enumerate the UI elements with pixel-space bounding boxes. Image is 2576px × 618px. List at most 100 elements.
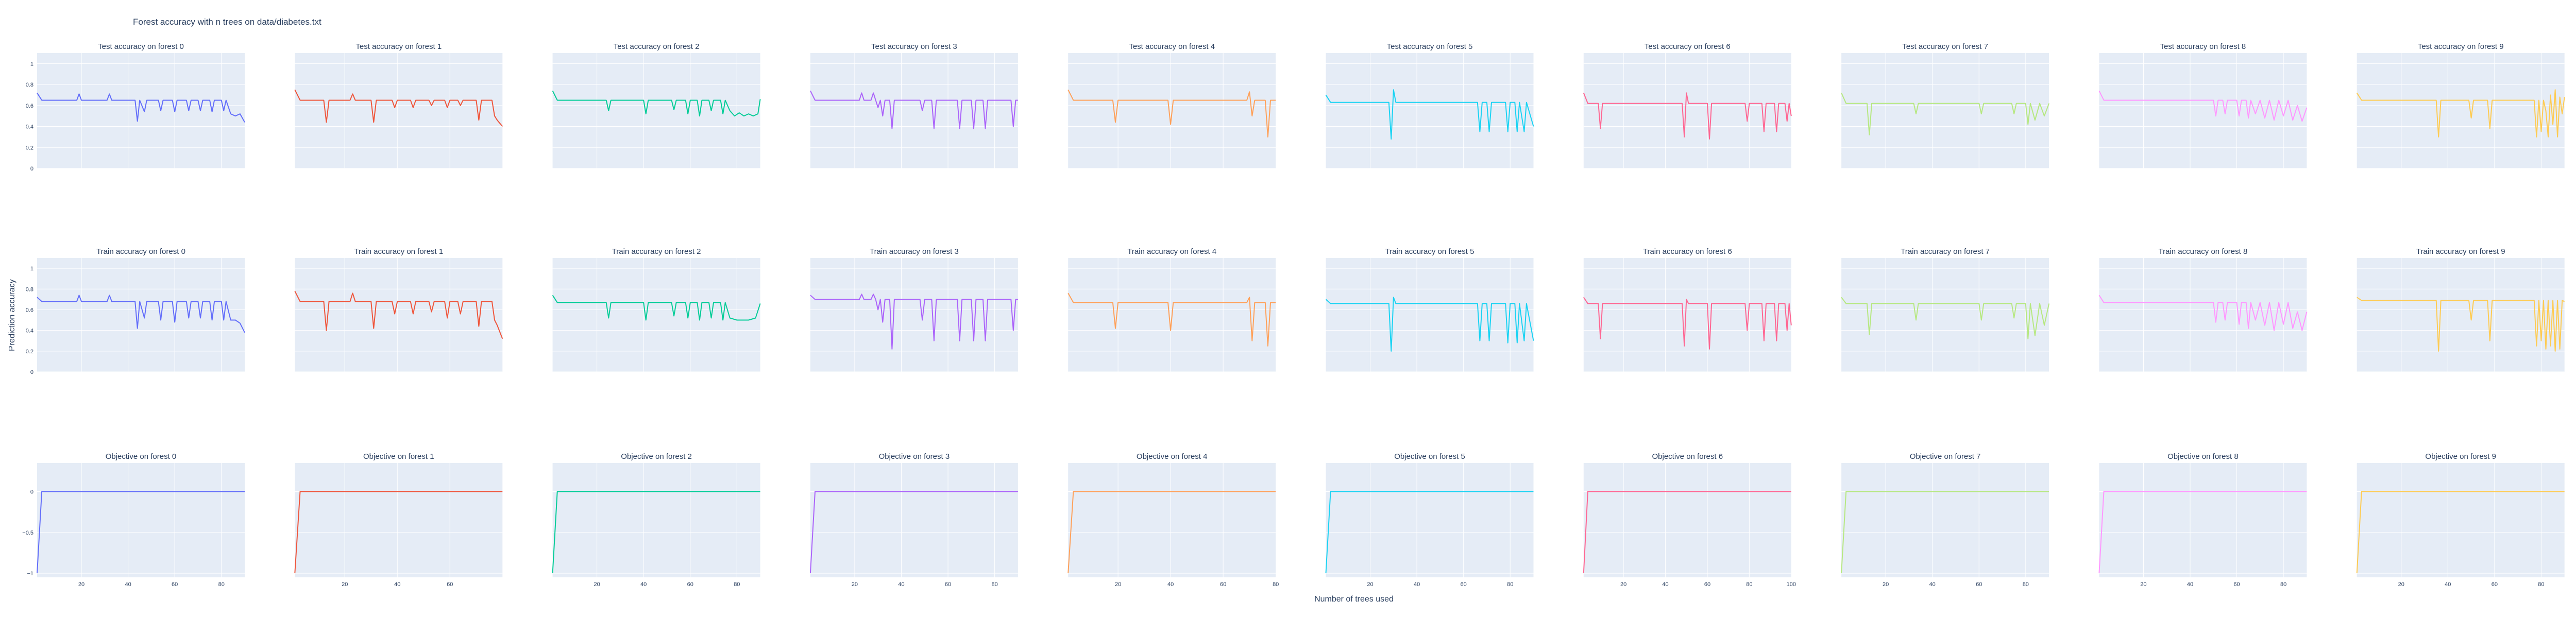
x-tick-label: 60 <box>945 581 951 588</box>
series-line-objective-forest-9 <box>2356 491 2565 574</box>
plot-area <box>810 463 1018 577</box>
subplot-title: Train accuracy on forest 1 <box>354 247 443 256</box>
series-line-objective-forest-5 <box>1325 491 1534 574</box>
subplot-title: Test accuracy on forest 6 <box>1645 42 1731 51</box>
x-tick-label: 20 <box>1883 581 1889 588</box>
subplot-test-forest-9: Test accuracy on forest 9 <box>2356 42 2565 169</box>
plot-area <box>1583 53 1791 168</box>
x-tick-label: 20 <box>2398 581 2404 588</box>
x-tick-label: 20 <box>342 581 348 588</box>
subplot-train-forest-5: Train accuracy on forest 5 <box>1325 247 1534 372</box>
plot-area <box>295 53 503 168</box>
y-tick-label: 0.2 <box>26 349 33 355</box>
subplot-objective-forest-2: 20 40 60 80 Objective on forest 2 <box>552 452 760 588</box>
plot-area <box>2099 53 2307 168</box>
y-tick-label: 0.2 <box>26 145 33 151</box>
series-line-train-forest-1 <box>294 290 503 339</box>
x-tick-label: 80 <box>2538 581 2544 588</box>
x-tick-label: 20 <box>1620 581 1626 588</box>
subplot-train-forest-4: Train accuracy on forest 4 <box>1067 247 1276 372</box>
x-tick-label: 80 <box>2023 581 2029 588</box>
subplot-title: Train accuracy on forest 2 <box>612 247 701 256</box>
plot-area <box>2357 463 2565 577</box>
series-line-objective-forest-8 <box>2098 491 2307 574</box>
subplot-train-forest-0: 0 0.2 0.4 0.6 0.8 1 Train accuracy on forest 0 <box>26 247 245 375</box>
x-tick-label: 20 <box>1115 581 1121 588</box>
subplot-test-forest-3: Test accuracy on forest 3 <box>810 42 1018 169</box>
series-line-objective-forest-3 <box>809 491 1018 574</box>
plot-area <box>2099 258 2307 372</box>
plot-area <box>2357 53 2565 168</box>
x-tick-label: 80 <box>2280 581 2286 588</box>
y-tick-label: −0.5 <box>22 530 33 536</box>
figure-title: Forest accuracy with n trees on data/dia… <box>133 17 321 27</box>
y-tick-label: 0.6 <box>26 103 33 109</box>
x-tick-label: 80 <box>734 581 740 588</box>
series-line-objective-forest-0 <box>37 491 245 574</box>
x-tick-label: 80 <box>1273 581 1279 588</box>
x-tick-label: 20 <box>852 581 858 588</box>
series-line-train-forest-9 <box>2357 297 2565 352</box>
subplot-title: Train accuracy on forest 8 <box>2158 247 2247 256</box>
plot-area <box>2357 258 2565 372</box>
x-tick-label: 40 <box>1414 581 1420 588</box>
subplot-title: Train accuracy on forest 3 <box>870 247 959 256</box>
y-tick-label: 0.4 <box>26 124 33 130</box>
subplot-test-forest-8: Test accuracy on forest 8 <box>2098 42 2308 169</box>
subplot-train-forest-9: Train accuracy on forest 9 <box>2357 247 2565 372</box>
subplot-objective-forest-4: 20 40 60 80 Objective on forest 4 <box>1067 452 1279 588</box>
subplot-title: Test accuracy on forest 4 <box>1129 42 1215 51</box>
subplot-title: Test accuracy on forest 1 <box>355 42 442 51</box>
subplot-test-forest-6: Test accuracy on forest 6 <box>1583 42 1792 169</box>
subplot-objective-forest-6: 20 40 60 80 100 Objective on forest 6 <box>1583 452 1796 588</box>
y-tick-label: 0.8 <box>26 286 33 293</box>
subplot-objective-forest-8: 20 40 60 80 Objective on forest 8 <box>2098 452 2307 588</box>
series-line-test-forest-8 <box>2098 90 2308 122</box>
subplot-title: Train accuracy on forest 5 <box>1385 247 1475 256</box>
subplot-test-forest-1: Test accuracy on forest 1 <box>294 42 503 169</box>
subplot-train-forest-3: Train accuracy on forest 3 <box>810 247 1018 372</box>
plot-area <box>2099 463 2307 577</box>
x-tick-label: 40 <box>1662 581 1668 588</box>
series-line-test-forest-4 <box>1067 89 1276 138</box>
subplot-title: Test accuracy on forest 5 <box>1387 42 1473 51</box>
plot-area <box>552 463 760 577</box>
x-tick-label: 60 <box>2492 581 2498 588</box>
subplot-title: Objective on forest 0 <box>106 452 177 461</box>
series-line-test-forest-7 <box>1841 92 2050 135</box>
series-line-train-forest-6 <box>1583 297 1792 350</box>
plot-area <box>1068 463 1276 577</box>
series-line-objective-forest-2 <box>552 491 760 574</box>
x-tick-label: 60 <box>447 581 453 588</box>
x-tick-label: 40 <box>1929 581 1936 588</box>
subplot-title: Train accuracy on forest 0 <box>96 247 185 256</box>
subplot-train-forest-6: Train accuracy on forest 6 <box>1583 247 1792 372</box>
x-tick-label: 60 <box>687 581 693 588</box>
x-tick-label: 80 <box>218 581 225 588</box>
subplot-test-forest-4: Test accuracy on forest 4 <box>1067 42 1276 169</box>
subplot-train-forest-2: Train accuracy on forest 2 <box>552 247 761 372</box>
x-tick-label: 80 <box>1507 581 1513 588</box>
series-line-train-forest-0 <box>37 295 245 333</box>
x-tick-label: 40 <box>640 581 647 588</box>
y-tick-label: 0 <box>30 166 33 172</box>
subplot-test-forest-0: 0 0.2 0.4 0.6 0.8 1 Test accuracy on forest 0 <box>26 42 245 172</box>
subplot-title: Test accuracy on forest 9 <box>2418 42 2504 51</box>
x-tick-label: 80 <box>991 581 997 588</box>
x-tick-label: 40 <box>1167 581 1174 588</box>
series-line-train-forest-3 <box>810 294 1018 350</box>
plot-area <box>295 258 503 372</box>
subplot-title: Train accuracy on forest 4 <box>1127 247 1216 256</box>
series-line-test-forest-0 <box>37 92 245 123</box>
subplot-train-forest-7: Train accuracy on forest 7 <box>1841 247 2050 372</box>
subplot-title: Objective on forest 4 <box>1137 452 1208 461</box>
x-tick-label: 60 <box>2233 581 2240 588</box>
x-tick-label: 40 <box>125 581 131 588</box>
x-tick-label: 100 <box>1787 581 1796 588</box>
series-line-train-forest-5 <box>1325 297 1534 352</box>
x-axis-label: Number of trees used <box>1314 595 1394 604</box>
plot-area <box>552 53 760 168</box>
subplot-title: Objective on forest 3 <box>879 452 950 461</box>
subplot-title: Objective on forest 8 <box>2167 452 2239 461</box>
